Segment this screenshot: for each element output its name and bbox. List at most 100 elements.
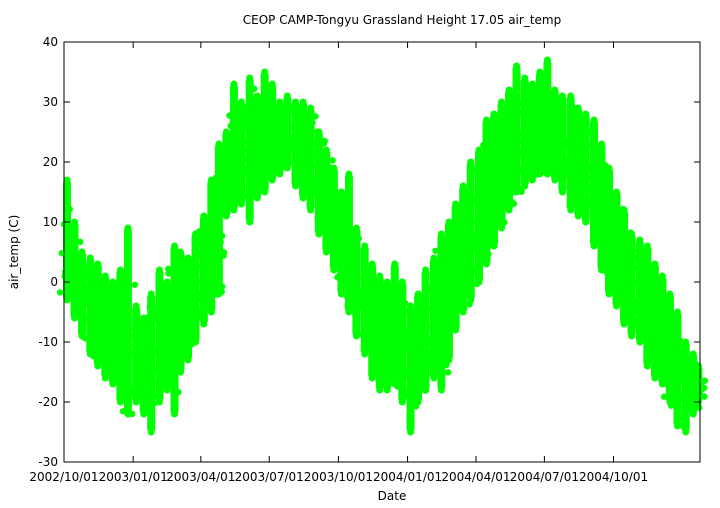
data-point	[522, 164, 529, 171]
data-point	[631, 280, 638, 287]
data-point-max	[482, 116, 490, 124]
data-point	[428, 305, 435, 313]
data-point-min	[398, 398, 406, 406]
data-point	[654, 339, 662, 347]
data-point	[217, 162, 224, 169]
data-point-min	[116, 398, 124, 406]
data-point	[393, 280, 400, 287]
data-point	[320, 140, 328, 147]
data-point	[220, 249, 228, 256]
data-point	[568, 124, 576, 131]
data-point-max	[171, 242, 179, 250]
data-point	[448, 288, 456, 295]
data-point	[415, 335, 423, 342]
data-point-min	[567, 206, 575, 214]
data-point	[469, 240, 477, 247]
data-point	[611, 230, 618, 238]
data-point	[374, 300, 382, 307]
data-point	[530, 99, 537, 107]
data-point	[662, 362, 670, 370]
data-point-max	[445, 218, 453, 226]
data-point	[338, 251, 346, 258]
data-point	[141, 342, 149, 349]
data-point-min	[613, 302, 621, 310]
data-point	[418, 309, 426, 316]
data-point-max	[94, 260, 102, 268]
data-point	[593, 170, 600, 178]
data-point	[275, 117, 282, 124]
data-point	[448, 263, 455, 271]
data-point	[123, 317, 130, 324]
data-point	[604, 188, 612, 195]
data-point	[505, 171, 513, 178]
data-point-max	[422, 266, 430, 274]
data-point	[350, 275, 358, 282]
data-point	[505, 141, 512, 148]
data-point	[494, 187, 502, 195]
data-point-range	[86, 258, 95, 354]
data-point	[384, 291, 392, 299]
data-point	[254, 133, 262, 141]
data-point	[479, 219, 487, 227]
data-point	[537, 138, 544, 145]
data-point	[454, 292, 462, 300]
data-point	[645, 328, 652, 335]
data-point-range	[337, 192, 346, 294]
data-point-max	[543, 56, 551, 64]
data-point	[106, 336, 114, 343]
data-point	[98, 319, 105, 326]
data-point	[237, 192, 245, 199]
data-point	[334, 274, 341, 281]
data-point	[263, 99, 271, 106]
data-point-max	[361, 242, 369, 250]
data-point-max	[694, 362, 702, 370]
data-point-max	[430, 254, 438, 262]
data-point-min	[467, 296, 475, 304]
data-point	[240, 124, 247, 132]
data-point	[362, 314, 369, 321]
x-tick-label: 2003/10/01	[304, 470, 373, 484]
data-point	[368, 314, 375, 322]
data-point	[396, 326, 404, 333]
data-point	[464, 190, 471, 197]
y-axis: -30 -20 -10 0 10 20 30 40	[38, 35, 700, 469]
data-point	[152, 309, 160, 316]
data-point	[568, 159, 576, 166]
data-point	[229, 171, 236, 179]
data-point-min	[651, 374, 659, 382]
data-point	[227, 161, 234, 168]
data-point	[88, 275, 96, 282]
data-point-max	[613, 188, 621, 196]
data-point	[696, 404, 703, 411]
data-point	[441, 255, 448, 262]
data-point-min	[101, 374, 109, 382]
data-point	[432, 247, 439, 254]
data-point	[549, 132, 557, 139]
data-point	[254, 109, 262, 116]
data-point	[123, 332, 130, 339]
data-point	[305, 128, 312, 136]
data-point	[570, 181, 577, 189]
data-point	[588, 175, 595, 182]
data-point-min	[682, 428, 690, 436]
data-point	[89, 348, 96, 356]
data-point	[300, 180, 308, 187]
data-point	[178, 280, 185, 288]
data-point	[500, 165, 508, 173]
data-point	[476, 193, 483, 201]
data-point	[475, 182, 482, 190]
data-point	[69, 260, 76, 268]
data-point-min	[605, 290, 613, 298]
data-point	[118, 304, 125, 312]
data-point	[547, 139, 555, 147]
data-point	[223, 191, 231, 198]
data-point-max	[528, 80, 536, 88]
data-point	[382, 357, 389, 365]
data-point-min	[505, 206, 513, 214]
y-axis-label: air_temp (C)	[7, 215, 21, 290]
data-point-min	[459, 308, 467, 316]
data-point	[376, 285, 383, 292]
data-point	[292, 127, 299, 134]
data-point-max	[299, 98, 307, 106]
data-point	[580, 152, 587, 160]
